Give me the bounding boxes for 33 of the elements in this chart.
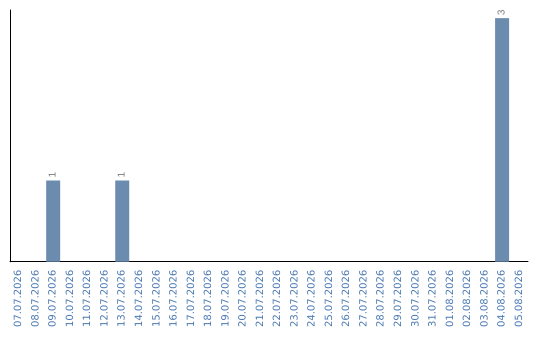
x-tick-label: 18.07.2026	[203, 270, 214, 328]
x-tick-label: 10.07.2026	[64, 270, 76, 328]
x-tick-label: 01.08.2026	[444, 270, 456, 328]
x-tick-label: 04.08.2026	[496, 270, 508, 328]
x-tick-label: 24.07.2026	[306, 270, 318, 328]
x-tick-label: 13.07.2026	[116, 270, 128, 328]
x-tick-label: 03.08.2026	[479, 270, 490, 328]
x-tick-label: 15.07.2026	[151, 270, 162, 328]
x-tick-label: 05.08.2026	[514, 270, 525, 328]
x-tick-label: 29.07.2026	[393, 270, 404, 328]
data-label: 3	[496, 9, 508, 16]
x-tick-label: 27.07.2026	[358, 270, 370, 328]
x-tick-label: 31.07.2026	[428, 270, 439, 328]
x-tick-label: 17.07.2026	[186, 270, 197, 328]
x-tick-label: 26.07.2026	[341, 270, 352, 328]
x-tick-label: 20.07.2026	[238, 270, 249, 328]
x-tick-label: 21.07.2026	[254, 270, 266, 328]
x-tick-label: 23.07.2026	[289, 270, 300, 328]
x-tick-label: 02.08.2026	[462, 270, 474, 328]
data-label: 1	[116, 172, 128, 178]
x-tick-label: 16.07.2026	[168, 270, 180, 328]
data-label: 1	[48, 172, 59, 178]
x-tick-label: 30.07.2026	[410, 270, 422, 328]
x-tick-label: 08.07.2026	[30, 270, 42, 328]
x-tick-label: 14.07.2026	[134, 270, 145, 328]
x-tick-label: 12.07.2026	[99, 270, 110, 328]
x-tick-label: 07.07.2026	[13, 270, 24, 328]
x-tick-label: 28.07.2026	[376, 270, 387, 328]
x-tick-label: 22.07.2026	[272, 270, 284, 328]
x-tick-label: 09.07.2026	[48, 270, 59, 328]
x-tick-label: 11.07.2026	[82, 270, 94, 328]
x-tick-label: 25.07.2026	[324, 270, 335, 328]
x-tick-label: 19.07.2026	[220, 270, 232, 328]
